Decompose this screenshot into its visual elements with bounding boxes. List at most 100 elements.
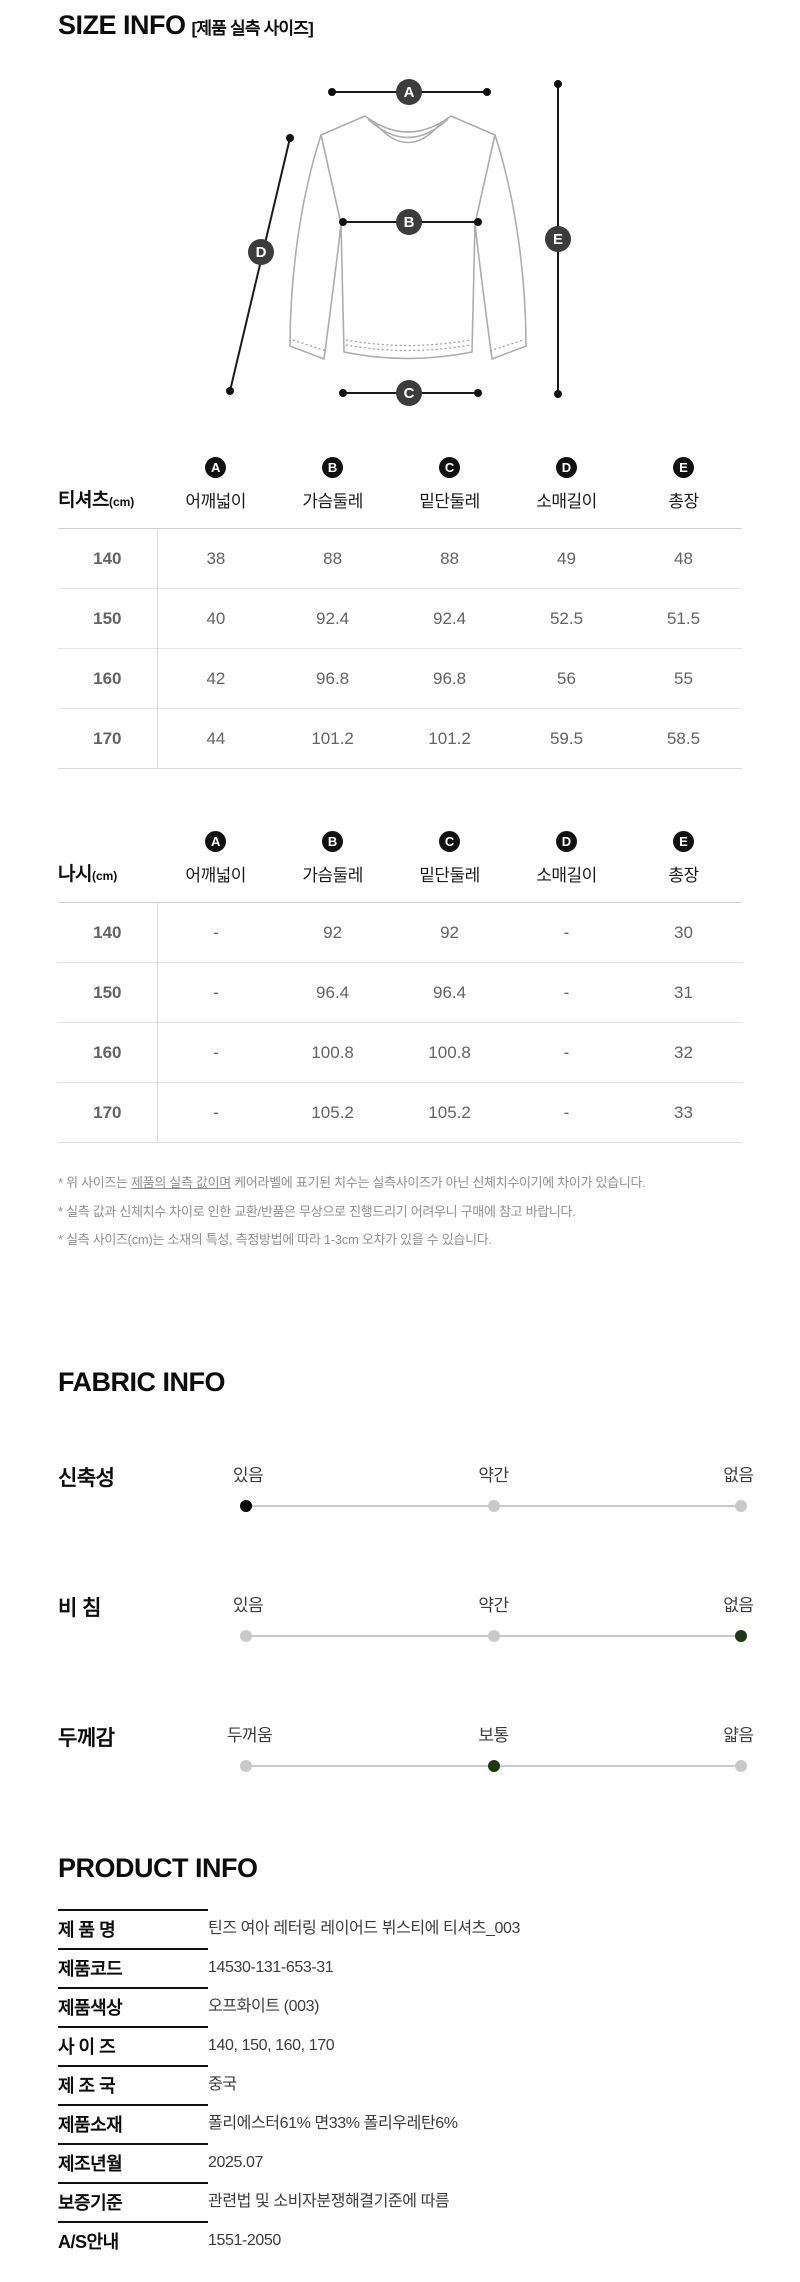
badge-A-icon: A [205, 457, 227, 478]
column-header-chest: B 가슴둘레 [274, 457, 391, 529]
column-header-length: E 총장 [625, 457, 742, 529]
tshirt-left-cuff-stitch [292, 339, 327, 352]
product-row-date: 제조년월 2025.07 [58, 2142, 742, 2182]
size-info-title: SIZE INFO [제품 실측 사이즈] [58, 8, 742, 46]
fabric-option: 없음 [723, 1465, 754, 1485]
column-header-chest: B 가슴둘레 [274, 831, 391, 903]
product-row-warranty: 보증기준 관련법 및 소비자분쟁해결기준에 따름 [58, 2181, 742, 2221]
table-row: 160 42 96.8 96.8 56 55 [58, 648, 742, 709]
slider-dot [240, 1759, 252, 1772]
badge-E-icon: E [672, 457, 694, 478]
sleeveless-table-name: 나시(cm) [58, 864, 118, 885]
fabric-option: 있음 [232, 1595, 264, 1615]
column-header-hem: C 밑단둘레 [391, 831, 508, 903]
fabric-option: 얇음 [723, 1725, 754, 1745]
footnote-2: * 실측 값과 신체치수 차이로 인한 교환/반품은 무상으로 진행드리기 어려… [58, 1203, 576, 1219]
product-row-size: 사 이 즈 140, 150, 160, 170 [58, 2025, 742, 2065]
slider-dot [487, 1629, 500, 1642]
product-row-color: 제품색상 오프화이트 (003) [58, 1986, 742, 2026]
measure-line-E: E [545, 80, 571, 398]
footnote-1-underlined: 제품의 실측 값이며 [131, 1175, 231, 1190]
tshirt-diagram-svg: A B C D [226, 79, 571, 406]
measure-label-E: E [553, 231, 563, 248]
fabric-option: 약간 [478, 1595, 509, 1615]
table-row: 170 44 101.2 101.2 59.5 58.5 [58, 708, 742, 769]
fabric-scale: 두꺼움 보통 얇음 [227, 1721, 754, 1787]
tshirt-hem-stitch [345, 339, 471, 347]
footnote-3: * 실측 사이즈(cm)는 소재의 특성, 측정방법에 따라 1-3cm 오차가… [58, 1232, 492, 1248]
column-header-length: E 총장 [625, 831, 742, 903]
tshirt-size-table: 티셔츠(cm) A 어깨넓이 B 가슴둘레 C 밑단둘레 D 소매길이 E 총장 140 … [58, 457, 742, 769]
slider-dot [735, 1629, 747, 1642]
column-header-sleeve: D 소매길이 [508, 831, 625, 903]
tshirt-table-name: 티셔츠(cm) [58, 490, 135, 511]
badge-C-icon: C [439, 831, 461, 852]
column-header-shoulder: A 어깨넓이 [157, 831, 274, 903]
fabric-option: 보통 [478, 1725, 509, 1745]
slider-dot [735, 1499, 747, 1512]
fabric-option: 약간 [478, 1465, 509, 1485]
fabric-option: 두꺼움 [226, 1725, 273, 1745]
footnote-1: * 위 사이즈는 제품의 실측 값이며 케어라벨에 표기된 치수는 실측사이즈가… [58, 1175, 646, 1190]
fabric-scale: 있음 약간 없음 [233, 1591, 754, 1657]
product-row-material: 제품소재 폴리에스터61% 면33% 폴리우레탄6% [58, 2103, 742, 2143]
slider-dot [487, 1759, 500, 1772]
measure-label-A: A [404, 84, 415, 101]
sleeveless-table-header: 나시(cm) A 어깨넓이 B 가슴둘레 C 밑단둘레 D 소매길이 E 총장 [58, 831, 742, 903]
measure-label-C: C [404, 385, 415, 402]
tshirt-body-outline [320, 115, 496, 360]
badge-D-icon: D [556, 457, 577, 478]
table-row: 160 - 100.8 100.8 - 32 [58, 1022, 742, 1083]
product-row-name: 제 품 명 틴즈 여아 레터링 레이어드 뷔스티에 티셔츠_003 [58, 1908, 742, 1948]
measure-line-D: D [226, 134, 294, 395]
slider-dot [240, 1499, 252, 1512]
product-info-table: 제 품 명 틴즈 여아 레터링 레이어드 뷔스티에 티셔츠_003 제품코드 1… [58, 1908, 742, 2260]
measure-line-B: B [339, 209, 482, 235]
tshirt-collar-inner [374, 122, 442, 144]
table-row: 150 40 92.4 92.4 52.5 51.5 [58, 588, 742, 649]
badge-E-icon: E [672, 831, 694, 852]
fabric-row-label: 신축성 [58, 1466, 115, 1490]
tshirt-collar [367, 118, 449, 139]
fabric-row-label: 두께감 [58, 1726, 115, 1750]
fabric-info-title: FABRIC INFO [58, 1366, 226, 1397]
fabric-row-label: 비 침 [58, 1596, 101, 1620]
fabric-row-thickness: 두께감 두꺼움 보통 얇음 [58, 1721, 754, 1787]
product-info-title: PRODUCT INFO [58, 1852, 258, 1883]
fabric-scale: 있음 약간 없음 [233, 1461, 754, 1527]
table-row: 140 38 88 88 49 48 [58, 528, 742, 589]
measure-label-D: D [256, 244, 267, 261]
badge-A-icon: A [205, 831, 227, 852]
tshirt-table-header: 티셔츠(cm) A 어깨넓이 B 가슴둘레 C 밑단둘레 D 소매길이 E 총장 [58, 457, 742, 529]
slider-dot [735, 1759, 747, 1772]
column-header-shoulder: A 어깨넓이 [157, 457, 274, 529]
table-row: 170 - 105.2 105.2 - 33 [58, 1082, 742, 1143]
tshirt-right-cuff-stitch [489, 339, 524, 352]
badge-B-icon: B [322, 457, 344, 478]
sleeveless-size-table: 나시(cm) A 어깨넓이 B 가슴둘레 C 밑단둘레 D 소매길이 E 총장 140 -… [58, 831, 742, 1143]
slider-dot [487, 1499, 500, 1512]
badge-B-icon: B [322, 831, 344, 852]
badge-C-icon: C [439, 457, 461, 478]
fabric-option: 있음 [232, 1465, 264, 1485]
measure-line-A: A [328, 79, 491, 105]
measure-label-B: B [404, 214, 415, 231]
size-footnotes: * 위 사이즈는 제품의 실측 값이며 케어라벨에 표기된 치수는 실측사이즈가… [58, 1169, 742, 1255]
tshirt-measurement-diagram: A B C D [140, 56, 580, 441]
table-row: 150 - 96.4 96.4 - 31 [58, 962, 742, 1023]
tshirt-hem-stitch-2 [345, 344, 471, 352]
table-row: 140 - 92 92 - 30 [58, 902, 742, 963]
measure-line-C: C [339, 380, 482, 406]
slider-dot [240, 1629, 252, 1642]
fabric-row-sheerness: 비 침 있음 약간 없음 [58, 1591, 754, 1657]
product-row-as: A/S안내 1551-2050 [58, 2220, 742, 2260]
size-info-subtitle: [제품 실측 사이즈] [191, 19, 314, 38]
column-header-sleeve: D 소매길이 [508, 457, 625, 529]
tshirt-right-sleeve [474, 134, 527, 360]
product-row-country: 제 조 국 중국 [58, 2064, 742, 2104]
size-info-title-text: SIZE INFO [58, 10, 186, 40]
tshirt-left-sleeve [289, 134, 342, 360]
fabric-row-stretch: 신축성 있음 약간 없음 [58, 1461, 754, 1527]
fabric-rows: 신축성 있음 약간 없음 비 침 있음 약간 없음 [58, 1461, 754, 1787]
